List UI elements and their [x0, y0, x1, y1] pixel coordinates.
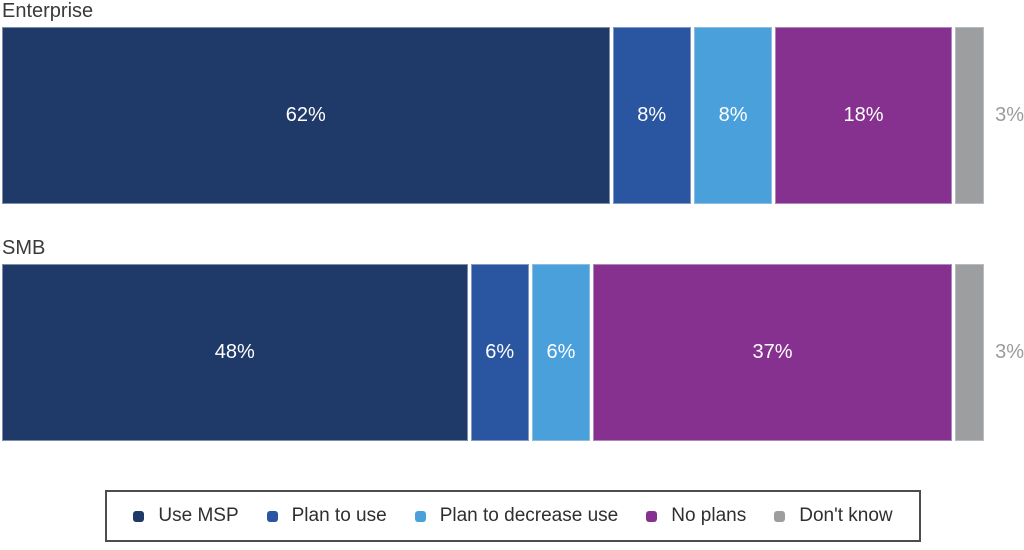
- legend-label-plan-to-decrease-use: Plan to decrease use: [439, 505, 619, 526]
- legend-item-plan-to-decrease-use: Plan to decrease use: [414, 505, 619, 527]
- legend-item-don-t-know: Don't know: [774, 505, 893, 527]
- outside-value-label: 3%: [995, 341, 1024, 363]
- chart-row-smb: SMB 48% 6% 6% 37% 3%: [2, 237, 1024, 441]
- legend-label-plan-to-use: Plan to use: [291, 505, 387, 526]
- bar-segment-use-msp: 48%: [2, 264, 468, 441]
- chart-row-enterprise: Enterprise 62% 8% 8% 18% 3%: [2, 0, 1024, 204]
- legend-label-use-msp: Use MSP: [158, 505, 239, 526]
- bar-segment-don-t-know: [954, 264, 985, 441]
- bar-segment-no-plans: 18%: [775, 27, 952, 204]
- bar-segment-plan-to-use: 8%: [612, 27, 691, 204]
- stacked-bar-enterprise: 62% 8% 8% 18%: [2, 27, 985, 204]
- legend-item-no-plans: No plans: [646, 505, 746, 527]
- bar-segment-plan-to-decrease-use: 8%: [693, 27, 773, 204]
- legend: Use MSP Plan to use Plan to decrease use No…: [105, 490, 921, 542]
- bar-segment-use-msp: 62%: [2, 27, 610, 204]
- bar-segment-plan-to-decrease-use: 6%: [531, 264, 591, 441]
- msp-usage-stacked-bar-chart: Enterprise 62% 8% 8% 18% 3% SMB 48% 6% 6% 37% 3%: [2, 0, 1024, 441]
- legend-label-no-plans: No plans: [671, 505, 747, 526]
- stacked-bar-smb: 48% 6% 6% 37%: [2, 264, 985, 441]
- category-label-smb: SMB: [2, 237, 46, 259]
- legend-marker-plan-to-decrease-use-icon: [414, 510, 426, 522]
- legend-marker-use-msp-icon: [133, 510, 145, 522]
- bar-segment-don-t-know: [954, 27, 985, 204]
- legend-marker-don-t-know-icon: [774, 510, 786, 522]
- bar-segment-no-plans: 37%: [593, 264, 952, 441]
- legend-item-plan-to-use: Plan to use: [266, 505, 387, 527]
- legend-marker-plan-to-use-icon: [266, 510, 278, 522]
- legend-item-use-msp: Use MSP: [133, 505, 239, 527]
- legend-label-don-t-know: Don't know: [799, 505, 893, 526]
- bar-segment-plan-to-use: 6%: [470, 264, 529, 441]
- bar-line-smb: 48% 6% 6% 37% 3%: [2, 264, 1024, 441]
- legend-marker-no-plans-icon: [646, 510, 658, 522]
- category-label-enterprise: Enterprise: [2, 0, 94, 22]
- outside-value-label: 3%: [995, 104, 1024, 126]
- bar-line-enterprise: 62% 8% 8% 18% 3%: [2, 27, 1024, 204]
